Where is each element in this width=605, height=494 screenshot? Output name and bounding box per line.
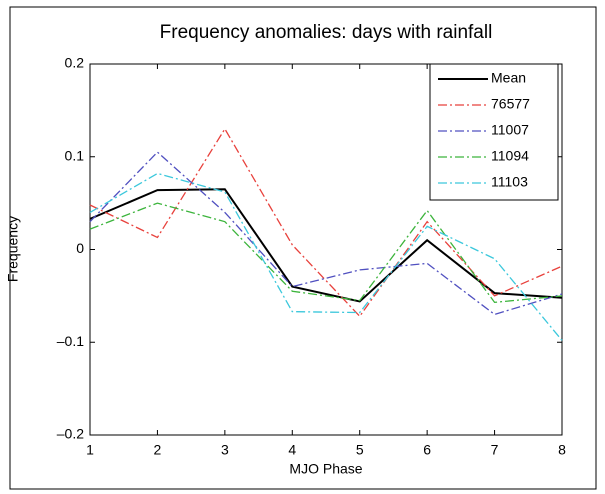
x-tick-label: 6 — [423, 442, 431, 458]
x-tick-label: 2 — [154, 442, 162, 458]
legend-label: 11103 — [491, 174, 528, 190]
y-axis-label: Frequency — [5, 216, 21, 282]
x-tick-label: 3 — [221, 442, 229, 458]
x-axis-label: MJO Phase — [289, 461, 362, 477]
series-line — [89, 172, 563, 341]
legend-label: 11094 — [491, 148, 529, 164]
series-line — [89, 202, 563, 304]
x-tick-label: 4 — [288, 442, 296, 458]
legend-box — [429, 63, 559, 201]
x-tick-label: 1 — [86, 442, 94, 458]
y-tick-label: 0.2 — [65, 55, 85, 71]
series-line — [89, 151, 563, 316]
y-tick-label: –0.1 — [57, 333, 84, 349]
legend-label: Mean — [491, 70, 526, 86]
y-tick-label: 0 — [76, 240, 84, 256]
legend-label: 76577 — [491, 96, 530, 112]
x-tick-label: 8 — [558, 442, 566, 458]
y-tick-label: –0.2 — [57, 426, 84, 442]
x-tick-label: 5 — [356, 442, 364, 458]
chart-title: Frequency anomalies: days with rainfall — [160, 22, 493, 43]
legend-label: 11007 — [491, 122, 529, 138]
series-line — [89, 127, 563, 318]
x-tick-label: 7 — [491, 442, 499, 458]
y-tick-label: 0.1 — [65, 147, 85, 163]
